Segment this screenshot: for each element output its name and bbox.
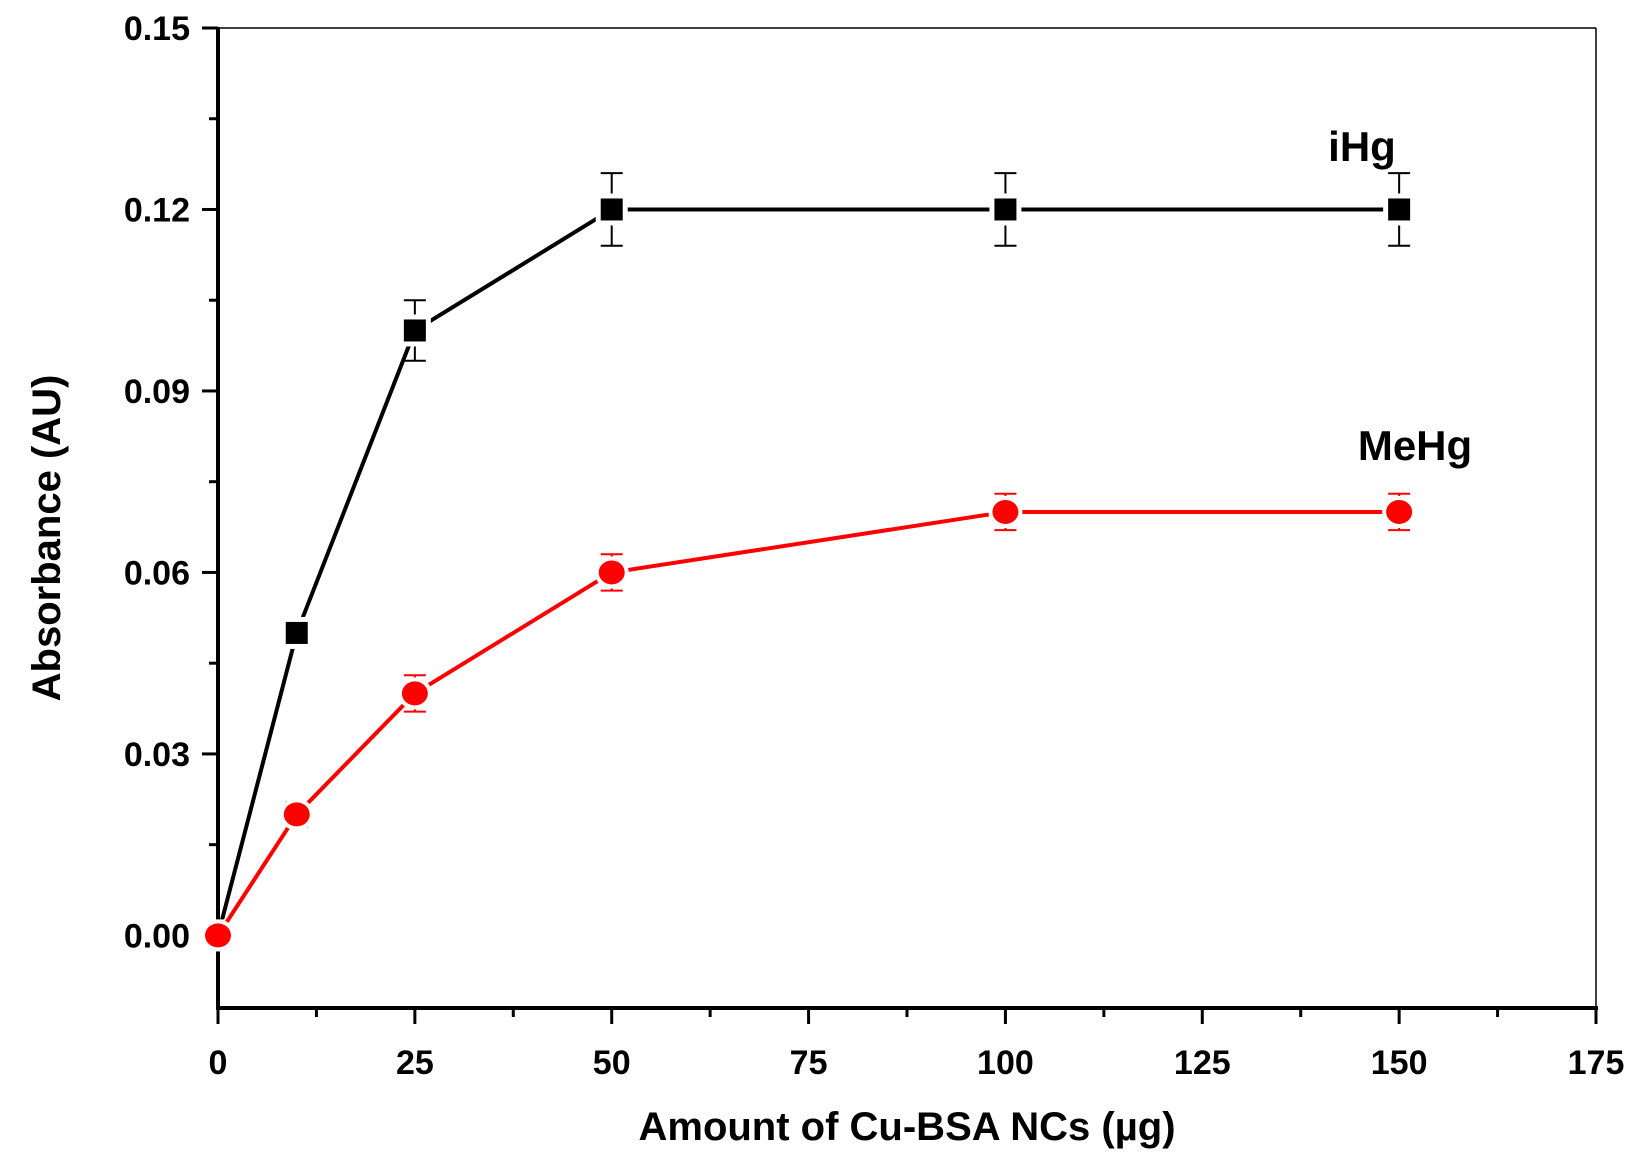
y-tick-label: 0.12: [124, 191, 190, 229]
data-point-circle: [205, 923, 231, 948]
y-tick-label: 0.00: [124, 917, 190, 955]
data-point-square: [600, 198, 623, 221]
x-tick-label: 75: [790, 1044, 828, 1082]
x-tick-label: 175: [1568, 1044, 1625, 1082]
series-line-ihg: [216, 207, 1400, 936]
y-axis-title: Absorbance (AU): [25, 375, 69, 702]
series-label-ihg: iHg: [1328, 123, 1396, 170]
data-point-square: [403, 319, 426, 342]
x-axis-title: Amount of Cu-BSA NCs (µg): [638, 1105, 1175, 1149]
x-tick-label: 25: [396, 1044, 434, 1082]
series-mehg: [201, 492, 1417, 952]
x-tick-label: 125: [1174, 1044, 1231, 1082]
x-tick-label: 50: [593, 1044, 631, 1082]
series-layer: [201, 172, 1417, 952]
data-point-circle: [401, 681, 428, 706]
y-tick-label: 0.09: [124, 373, 190, 411]
data-point-circle: [283, 802, 310, 827]
data-point-circle: [598, 560, 625, 585]
y-tick-label: 0.15: [124, 10, 190, 48]
data-point-square: [285, 621, 308, 644]
x-tick-label: 100: [977, 1044, 1034, 1082]
x-tick-label: 0: [209, 1044, 228, 1082]
series-line-mehg: [216, 509, 1400, 937]
y-tick-label: 0.03: [124, 736, 190, 774]
data-point-square: [1388, 198, 1411, 221]
series-label-mehg: MeHg: [1358, 422, 1472, 469]
data-point-square: [994, 198, 1017, 221]
data-point-circle: [1386, 499, 1413, 524]
y-tick-label: 0.06: [124, 554, 190, 592]
data-point-circle: [992, 499, 1019, 524]
series-ihg: [202, 172, 1416, 952]
x-tick-label: 150: [1371, 1044, 1428, 1082]
axis-ticks: 0 25 50 75 100 125 150 175 0.00 0.03 0.06 0.09 0.12 0…: [124, 10, 1625, 1082]
